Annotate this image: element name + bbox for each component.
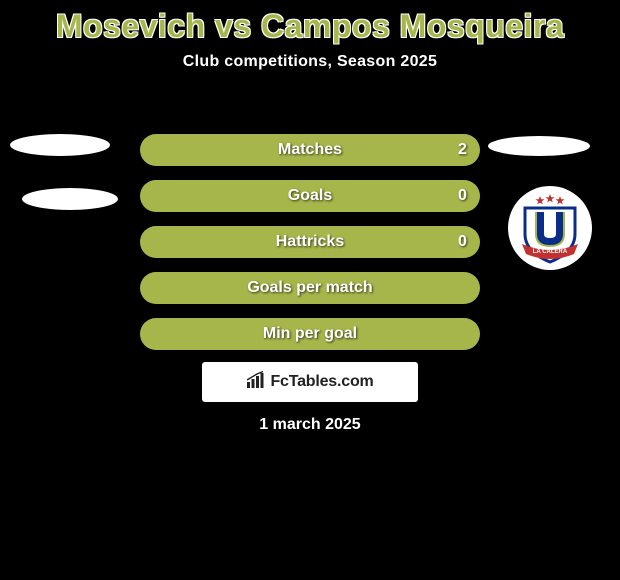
team-badge: LA CALERA — [508, 186, 592, 270]
stat-bar-right — [310, 318, 480, 350]
stat-bar-right — [140, 134, 480, 166]
stat-value-right: 0 — [458, 226, 467, 258]
svg-text:LA CALERA: LA CALERA — [533, 249, 568, 255]
banner-text: FcTables.com — [270, 373, 373, 391]
stat-bar-right — [140, 226, 480, 258]
left-blank-badge — [10, 134, 110, 156]
right-blank-badge — [488, 136, 590, 156]
team-badge-svg: LA CALERA — [512, 190, 588, 266]
stat-row: Min per goal — [0, 312, 620, 358]
stat-bar-right — [140, 180, 480, 212]
chart-icon — [246, 371, 266, 394]
left-blank-badge — [22, 188, 118, 210]
attribution-banner: FcTables.com — [202, 362, 418, 402]
stat-bar-left — [140, 318, 310, 350]
stat-row: Goals per match — [0, 266, 620, 312]
stat-bar-left — [140, 272, 310, 304]
page-title: Mosevich vs Campos Mosqueira — [0, 8, 620, 45]
stat-value-right: 2 — [458, 134, 467, 166]
date-text: 1 march 2025 — [0, 416, 620, 434]
subtitle: Club competitions, Season 2025 — [0, 53, 620, 71]
stat-value-right: 0 — [458, 180, 467, 212]
stat-bar-right — [310, 272, 480, 304]
